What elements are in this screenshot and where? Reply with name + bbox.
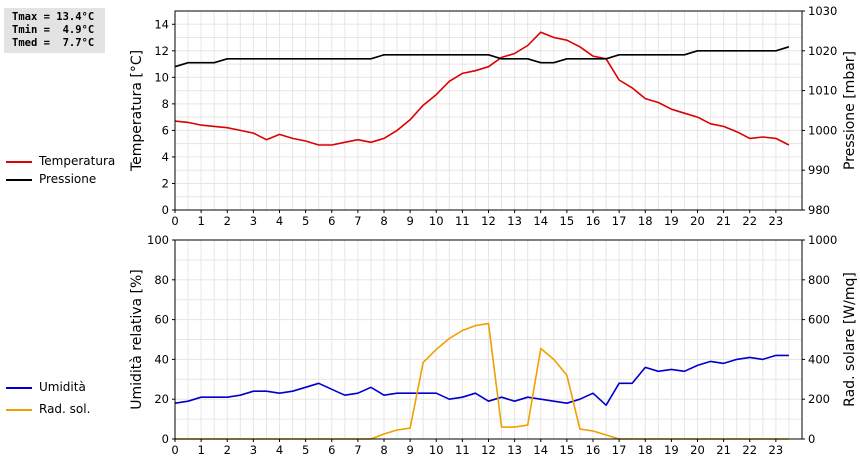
y2-tick-label: 980: [808, 203, 830, 217]
stats-box: Tmax = 13.4°C Tmin = 4.9°C Tmed = 7.7°C: [4, 8, 105, 53]
x-tick-label: 5: [302, 214, 309, 228]
x-tick-label: 9: [406, 214, 413, 228]
x-tick-label: 0: [171, 443, 178, 457]
series-line-rad-sol-: [175, 322, 789, 440]
x-tick-label: 14: [533, 443, 548, 457]
x-tick-label: 8: [380, 214, 387, 228]
x-tick-label: 6: [328, 443, 335, 457]
x-tick-label: 17: [612, 214, 627, 228]
y-tick-label: 60: [154, 313, 169, 327]
x-tick-label: 22: [742, 443, 757, 457]
x-tick-label: 18: [638, 443, 653, 457]
chart-panel-1: 0 1 2 3 4 5 6 7 8 9 10 11 12 13 14 15 16 17 18 19 20 21 22 2302…: [129, 233, 858, 457]
y2-tick-label: 0: [808, 432, 815, 446]
y2-tick-label: 1010: [808, 84, 837, 98]
x-tick-label: 6: [328, 214, 335, 228]
legend-label-umidita: Umidità: [39, 380, 86, 394]
x-tick-label: 5: [302, 443, 309, 457]
y2-tick-label: 1030: [808, 4, 837, 18]
stat-tmax: Tmax = 13.4°C: [12, 11, 95, 23]
y2-axis-title: Rad. solare [W/mq]: [842, 272, 858, 407]
x-tick-label: 15: [560, 443, 575, 457]
x-tick-label: 22: [742, 214, 757, 228]
x-tick-label: 13: [507, 443, 522, 457]
x-tick-label: 2: [224, 443, 231, 457]
x-tick-label: 1: [197, 443, 204, 457]
x-tick-label: 4: [276, 443, 283, 457]
legend-label-pressione: Pressione: [39, 172, 97, 186]
x-tick-label: 15: [560, 214, 575, 228]
y-tick-label: 0: [162, 432, 169, 446]
x-tick-label: 8: [380, 443, 387, 457]
series-line-pressione: [174, 46, 790, 68]
y-tick-label: 10: [154, 70, 169, 84]
x-tick-label: 16: [586, 443, 601, 457]
y-tick-label: 6: [162, 123, 169, 137]
x-tick-label: 20: [690, 443, 705, 457]
x-tick-label: 3: [250, 214, 257, 228]
stat-tmin: Tmin = 4.9°C: [12, 24, 95, 36]
y2-tick-label: 400: [808, 352, 830, 366]
x-tick-label: 2: [224, 214, 231, 228]
x-tick-label: 20: [690, 214, 705, 228]
y-axis-title: Temperatura [°C]: [129, 50, 145, 172]
x-tick-label: 18: [638, 214, 653, 228]
x-tick-label: 7: [354, 443, 361, 457]
x-tick-label: 23: [769, 214, 784, 228]
x-tick-label: 7: [354, 214, 361, 228]
x-tick-label: 19: [664, 443, 679, 457]
x-tick-label: 21: [716, 443, 731, 457]
stat-tmed: Tmed = 7.7°C: [12, 37, 95, 49]
x-tick-label: 19: [664, 214, 679, 228]
y2-tick-label: 800: [808, 273, 830, 287]
y2-tick-label: 600: [808, 313, 830, 327]
y2-tick-label: 200: [808, 392, 830, 406]
legend-label-radsol: Rad. sol.: [39, 402, 91, 416]
y-tick-label: 14: [154, 17, 169, 31]
y-tick-label: 100: [147, 233, 169, 247]
x-tick-label: 3: [250, 443, 257, 457]
y-tick-label: 40: [154, 352, 169, 366]
legend-swatch-temperatura: [6, 161, 32, 163]
x-tick-label: 23: [769, 443, 784, 457]
x-tick-label: 11: [455, 443, 470, 457]
y2-tick-label: 990: [808, 163, 830, 177]
legend-swatch-radsol: [6, 409, 32, 411]
series-line-umidit-: [174, 354, 789, 407]
x-tick-label: 16: [586, 214, 601, 228]
x-tick-label: 10: [429, 443, 444, 457]
y-tick-label: 80: [154, 273, 169, 287]
x-tick-label: 1: [197, 214, 204, 228]
x-tick-label: 21: [716, 214, 731, 228]
y2-axis-title: Pressione [mbar]: [842, 51, 858, 170]
y-tick-label: 8: [162, 97, 169, 111]
x-tick-label: 12: [481, 443, 496, 457]
x-tick-label: 9: [406, 443, 413, 457]
y2-tick-label: 1000: [808, 123, 837, 137]
y-tick-label: 4: [162, 150, 169, 164]
legend-swatch-pressione: [6, 179, 32, 181]
x-tick-label: 0: [171, 214, 178, 228]
x-tick-label: 4: [276, 214, 283, 228]
y-axis-title: Umidità relativa [%]: [129, 269, 145, 410]
x-tick-label: 14: [533, 214, 548, 228]
y2-tick-label: 1000: [808, 233, 837, 247]
y2-tick-label: 1020: [808, 44, 837, 58]
x-tick-label: 10: [429, 214, 444, 228]
y-tick-label: 2: [162, 176, 169, 190]
legend-swatch-umidita: [6, 387, 32, 389]
x-tick-label: 11: [455, 214, 470, 228]
chart-panel-0: 0 1 2 3 4 5 6 7 8 9 10 11 12 13 14 15 16 17 18 19 20 21 22 2302…: [129, 4, 858, 228]
series-line-temperatura: [174, 31, 790, 146]
x-tick-label: 17: [612, 443, 627, 457]
y-tick-label: 20: [154, 392, 169, 406]
legend-label-temperatura: Temperatura: [39, 154, 116, 168]
x-tick-label: 13: [507, 214, 522, 228]
y-tick-label: 12: [154, 44, 169, 58]
y-tick-label: 0: [162, 203, 169, 217]
x-tick-label: 12: [481, 214, 496, 228]
